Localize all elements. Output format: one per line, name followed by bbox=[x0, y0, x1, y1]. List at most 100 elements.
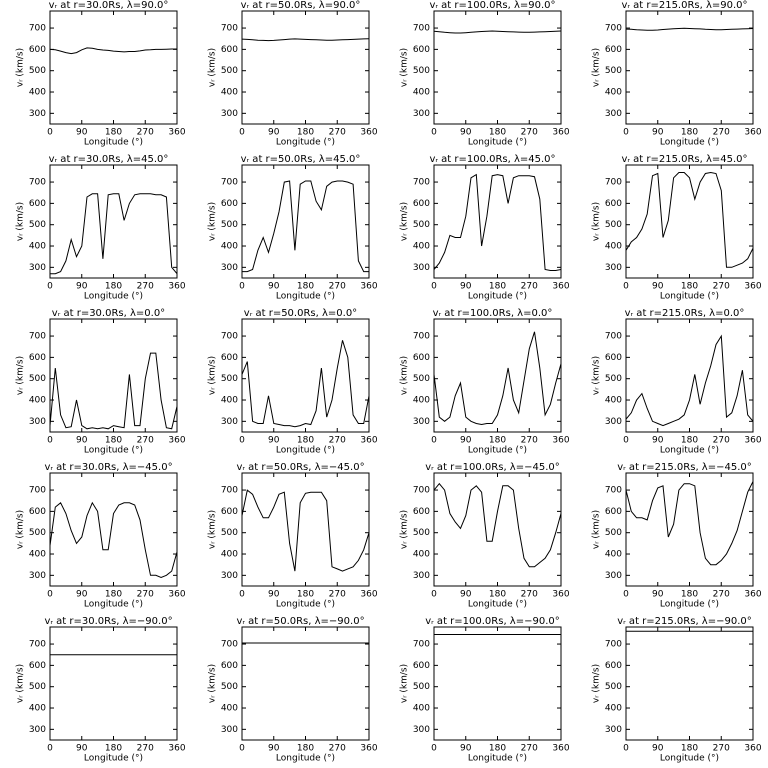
data-line bbox=[242, 38, 369, 42]
subplot: vᵣ at r=30.0Rs, λ=−45.0° 0 90 180 270 360 300 4… bbox=[16, 462, 186, 610]
x-tick-label: 0 bbox=[47, 282, 53, 292]
y-tick-label: 300 bbox=[605, 571, 622, 581]
y-tick-label: 500 bbox=[221, 66, 238, 76]
data-line bbox=[242, 340, 369, 428]
x-tick-label: 270 bbox=[329, 744, 346, 754]
x-tick-label: 90 bbox=[652, 282, 664, 292]
y-tick-label: 600 bbox=[221, 353, 238, 363]
plot-area bbox=[50, 352, 177, 430]
y-tick-label: 600 bbox=[413, 507, 430, 517]
x-tick-label: 0 bbox=[47, 128, 53, 138]
y-tick-label: 700 bbox=[605, 640, 622, 650]
subplot-title: vᵣ at r=30.0Rs, λ=−90.0° bbox=[44, 616, 172, 627]
x-tick-label: 0 bbox=[623, 436, 629, 446]
x-axis-label: Longitude (°) bbox=[468, 600, 527, 610]
y-tick-label: 300 bbox=[221, 263, 238, 273]
x-axis-label: Longitude (°) bbox=[276, 446, 335, 456]
y-axis-label: vᵣ (km/s) bbox=[208, 356, 218, 395]
plot-area bbox=[50, 501, 177, 579]
x-tick-label: 180 bbox=[105, 590, 122, 600]
subplot: vᵣ at r=215.0Rs, λ=45.0° 0 90 180 270 360 300 4… bbox=[592, 154, 762, 302]
subplot: vᵣ at r=100.0Rs, λ=90.0° 0 90 180 270 360 300 4… bbox=[400, 0, 570, 148]
x-tick-label: 90 bbox=[76, 590, 88, 600]
x-tick-label: 270 bbox=[713, 590, 730, 600]
y-tick-label: 400 bbox=[413, 88, 430, 98]
y-tick-label: 500 bbox=[605, 374, 622, 384]
plot-frame bbox=[241, 626, 370, 741]
y-tick-label: 700 bbox=[605, 178, 622, 188]
plot-area bbox=[50, 47, 177, 55]
y-tick-label: 400 bbox=[605, 704, 622, 714]
x-tick-label: 0 bbox=[431, 436, 437, 446]
x-tick-label: 180 bbox=[105, 436, 122, 446]
x-tick-label: 90 bbox=[268, 282, 280, 292]
x-axis-label: Longitude (°) bbox=[660, 446, 719, 456]
subplot: vᵣ at r=30.0Rs, λ=−90.0° 0 90 180 270 360 300 4… bbox=[16, 616, 186, 764]
data-line bbox=[50, 193, 177, 275]
y-tick-label: 300 bbox=[221, 417, 238, 427]
y-tick-label: 700 bbox=[221, 178, 238, 188]
x-tick-label: 90 bbox=[652, 744, 664, 754]
y-tick-label: 700 bbox=[29, 640, 46, 650]
x-tick-label: 90 bbox=[268, 436, 280, 446]
x-tick-label: 90 bbox=[76, 282, 88, 292]
y-tick-label: 300 bbox=[413, 725, 430, 735]
x-tick-label: 270 bbox=[521, 282, 538, 292]
y-tick-label: 700 bbox=[221, 486, 238, 496]
subplot: vᵣ at r=50.0Rs, λ=0.0° 0 90 180 270 360 300 400… bbox=[208, 308, 378, 456]
subplot-title: vᵣ at r=215.0Rs, λ=45.0° bbox=[621, 154, 747, 165]
x-tick-label: 360 bbox=[360, 590, 377, 600]
subplot: vᵣ at r=215.0Rs, λ=−90.0° 0 90 180 270 360 300… bbox=[592, 616, 762, 764]
y-tick-label: 700 bbox=[221, 24, 238, 34]
subplot: vᵣ at r=215.0Rs, λ=0.0° 0 90 180 270 360 300 40… bbox=[592, 308, 762, 456]
x-axis-label: Longitude (°) bbox=[276, 754, 335, 764]
y-axis-label: vᵣ (km/s) bbox=[400, 510, 410, 549]
x-axis-label: Longitude (°) bbox=[468, 446, 527, 456]
plot-frame bbox=[625, 10, 754, 125]
x-axis-label: Longitude (°) bbox=[84, 754, 143, 764]
plot-frame bbox=[433, 626, 562, 741]
x-tick-label: 360 bbox=[360, 436, 377, 446]
x-tick-label: 180 bbox=[297, 436, 314, 446]
y-tick-label: 700 bbox=[221, 332, 238, 342]
subplot: vᵣ at r=50.0Rs, λ=−90.0° 0 90 180 270 360 300 4… bbox=[208, 616, 378, 764]
y-tick-label: 500 bbox=[221, 374, 238, 384]
y-tick-label: 300 bbox=[605, 263, 622, 273]
y-tick-label: 500 bbox=[29, 220, 46, 230]
subplot: vᵣ at r=100.0Rs, λ=45.0° 0 90 180 270 360 300 4… bbox=[400, 154, 570, 302]
y-tick-label: 300 bbox=[605, 109, 622, 119]
plot-frame bbox=[433, 10, 562, 125]
x-tick-label: 0 bbox=[623, 744, 629, 754]
plot-area bbox=[626, 171, 753, 268]
y-tick-label: 400 bbox=[413, 396, 430, 406]
plot-area bbox=[626, 334, 753, 427]
plot-frame bbox=[625, 472, 754, 587]
y-tick-label: 300 bbox=[29, 417, 46, 427]
x-tick-label: 0 bbox=[239, 128, 245, 138]
y-tick-label: 300 bbox=[29, 263, 46, 273]
y-tick-label: 700 bbox=[413, 332, 430, 342]
data-line bbox=[50, 352, 177, 430]
y-tick-label: 500 bbox=[413, 682, 430, 692]
y-tick-label: 600 bbox=[413, 199, 430, 209]
x-tick-label: 360 bbox=[360, 128, 377, 138]
subplot-title: vᵣ at r=50.0Rs, λ=−90.0° bbox=[236, 616, 364, 627]
subplot-title: vᵣ at r=50.0Rs, λ=−45.0° bbox=[236, 462, 364, 473]
y-tick-label: 600 bbox=[29, 353, 46, 363]
y-tick-label: 300 bbox=[29, 109, 46, 119]
y-tick-label: 400 bbox=[29, 704, 46, 714]
y-tick-label: 600 bbox=[605, 661, 622, 671]
y-tick-label: 700 bbox=[29, 332, 46, 342]
y-tick-label: 600 bbox=[221, 199, 238, 209]
x-tick-label: 180 bbox=[681, 744, 698, 754]
x-tick-label: 90 bbox=[652, 436, 664, 446]
y-tick-label: 400 bbox=[221, 242, 238, 252]
x-tick-label: 270 bbox=[137, 436, 154, 446]
x-tick-label: 270 bbox=[713, 744, 730, 754]
y-tick-label: 500 bbox=[605, 66, 622, 76]
x-tick-label: 270 bbox=[521, 590, 538, 600]
plot-area bbox=[50, 193, 177, 275]
y-tick-label: 600 bbox=[605, 45, 622, 55]
subplot-title: vᵣ at r=215.0Rs, λ=0.0° bbox=[625, 308, 745, 319]
